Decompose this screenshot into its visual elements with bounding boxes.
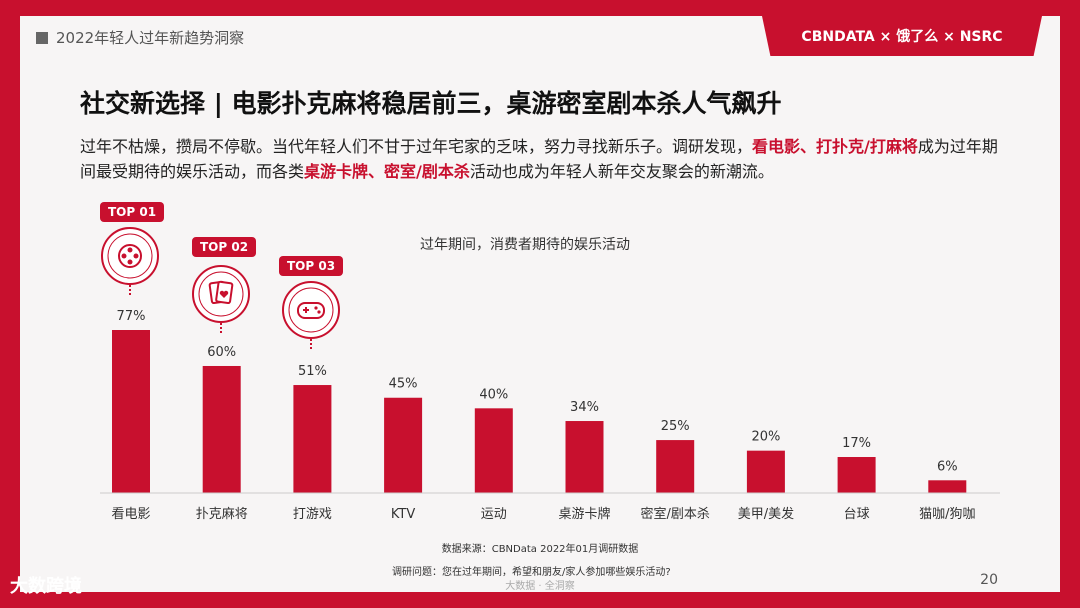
value-label-8: 17% [842, 436, 871, 451]
desc-part-3: 活动也成为年轻人新年交友聚会的新潮流。 [469, 162, 774, 181]
description: 过年不枯燥，攒局不停歇。当代年轻人们不甘于过年宅家的乏味，努力寻找新乐子。调研发… [80, 134, 1010, 184]
bar-5 [565, 421, 604, 493]
desc-part-1: 过年不枯燥，攒局不停歇。当代年轻人们不甘于过年宅家的乏味，努力寻找新乐子。调研发… [80, 137, 753, 156]
bar-0 [112, 330, 150, 493]
section-square-icon [36, 31, 48, 44]
value-label-3: 45% [389, 377, 418, 392]
category-label-8: 台球 [844, 507, 870, 522]
partner-logo: CBNDATA × 饿了么 × NSRC [762, 16, 1042, 56]
value-label-4: 40% [479, 387, 508, 402]
desc-highlight-2: 桌游卡牌、密室/剧本杀 [304, 162, 470, 181]
category-label-6: 密室/剧本杀 [641, 506, 710, 522]
category-label-7: 美甲/美发 [738, 506, 794, 522]
value-label-2: 51% [298, 364, 327, 379]
gamepad-icon [282, 281, 340, 339]
category-label-1: 扑克麻将 [196, 507, 248, 522]
page-title: 社交新选择 | 电影扑克麻将稳居前三，桌游密室剧本杀人气飙升 [80, 89, 782, 118]
bar-4 [474, 408, 513, 493]
survey-question: 调研问题：您在过年期间，希望和朋友/家人参加哪些娱乐活动? [392, 567, 671, 578]
desc-part-2: 成为过年期间最受期待的娱乐活动，而各类 [80, 137, 998, 181]
bar-3 [384, 397, 423, 493]
film-reel-icon [101, 227, 159, 285]
value-label-9: 6% [937, 459, 958, 474]
badge-top-02: TOP 02 [192, 237, 257, 257]
bar-chart: 77% 看电影 60% 扑克麻将 51% 打游戏 45% KTV 40% 运动 34% 桌游卡牌 25%… [100, 227, 1000, 522]
footer-watermark: 大数据 · 全洞察 [505, 581, 575, 592]
value-label-7: 20% [751, 430, 780, 445]
badge-top-03: TOP 03 [279, 256, 344, 276]
desc-highlight-1: 看电影、打扑克/打麻将 [752, 137, 918, 156]
value-label-6: 25% [661, 419, 690, 434]
section-title: 2022年轻人过年新趋势洞察 [56, 29, 245, 47]
bar-7 [746, 450, 785, 493]
playing-cards-icon [192, 265, 250, 323]
value-label-1: 60% [207, 345, 236, 360]
badge-top-01: TOP 01 [100, 202, 165, 222]
bar-1 [202, 365, 241, 493]
chart-title: 过年期间，消费者期待的娱乐活动 [420, 237, 630, 253]
category-label-2: 打游戏 [293, 507, 332, 522]
category-label-9: 猫咖/狗咖 [919, 507, 975, 522]
bar-6 [656, 440, 695, 493]
value-label-5: 34% [570, 400, 599, 415]
bar-8 [837, 457, 876, 493]
data-source: 数据来源：CBNData 2022年01月调研数据 [441, 544, 639, 555]
bar-9 [928, 480, 967, 493]
category-label-5: 桌游卡牌 [558, 506, 610, 522]
slide-card: 2022年轻人过年新趋势洞察 CBNDATA × 饿了么 × NSRC 社交新选… [20, 16, 1060, 592]
top-icons [101, 227, 340, 350]
category-label-3: KTV [391, 507, 415, 522]
bar-2 [293, 385, 332, 493]
page-number: 20 [980, 572, 998, 588]
bars: 77% 看电影 60% 扑克麻将 51% 打游戏 45% KTV 40% 运动 34% 桌游卡牌 25%… [111, 309, 975, 522]
category-label-0: 看电影 [111, 506, 150, 522]
brand-watermark: 大数跨境 [10, 576, 82, 597]
section-header: 2022年轻人过年新趋势洞察 [36, 27, 244, 48]
category-label-4: 运动 [481, 507, 507, 522]
value-label-0: 77% [117, 309, 146, 324]
